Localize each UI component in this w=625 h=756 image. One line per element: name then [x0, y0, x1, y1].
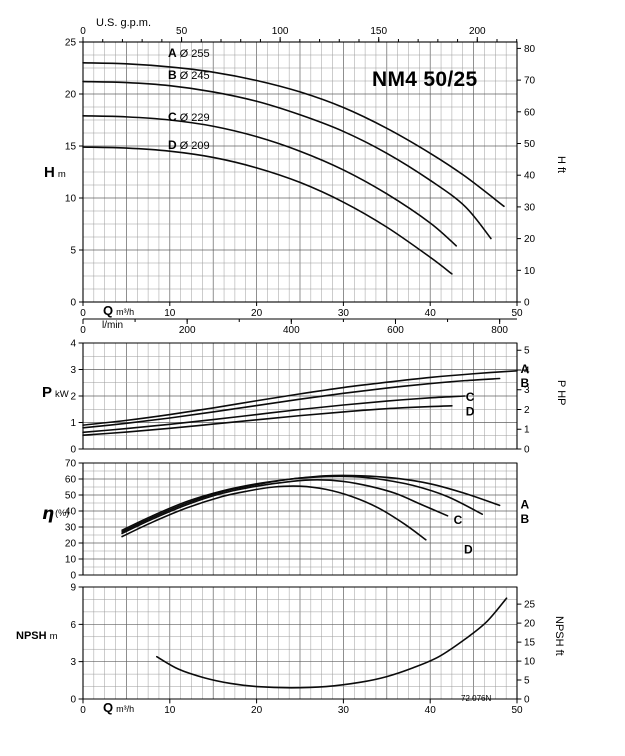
- curve-letter-d: D: [168, 138, 177, 152]
- document-code: 72.076N: [461, 694, 492, 703]
- curve-letter-a: A: [168, 46, 177, 60]
- power-right-axis-label: P HP: [555, 380, 567, 406]
- curve-diameter-a: Ø 255: [179, 48, 210, 60]
- pump-model-title: NM4 50/25: [372, 68, 478, 91]
- lmin-axis-label: l/min: [102, 320, 124, 331]
- curve-diameter-b: Ø 245: [179, 70, 210, 82]
- curve-letter-b: B: [168, 68, 177, 82]
- gpm-axis-label: U.S. g.p.m.: [96, 17, 152, 29]
- curve-diameter-d: Ø 209: [179, 140, 210, 152]
- npsh-axis-label: NPSH m: [16, 630, 58, 642]
- npsh-right-axis-label: NPSH ft: [553, 616, 565, 656]
- efficiency-axis-label: η(%): [42, 504, 70, 524]
- head-right-axis-label: H ft: [555, 156, 567, 174]
- curve-diameter-c: Ø 229: [179, 112, 210, 124]
- curve-letter-c: C: [168, 110, 177, 124]
